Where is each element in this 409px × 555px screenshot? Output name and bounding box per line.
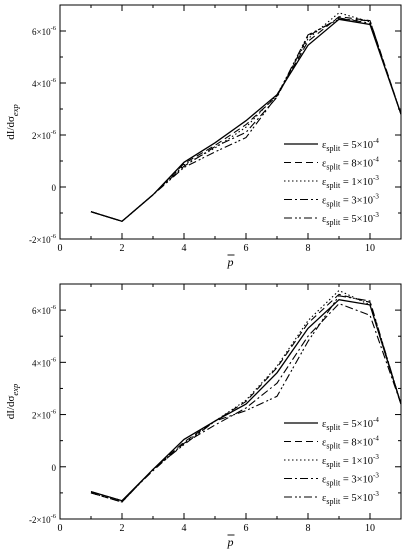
x-tick-label: 0: [58, 243, 63, 254]
legend-label-3: εsplit = 1×10-3: [322, 174, 379, 190]
legend-label-4: εsplit = 3×10-3: [322, 472, 379, 488]
y-tick-label: 4×10-6: [32, 77, 57, 89]
y-tick-label: 6×10-6: [32, 25, 57, 37]
y-tick-label: 2×10-6: [32, 409, 57, 421]
chart-panel-bottom: 0 2 4 6 8 10-2×10-602×10-64×10-66×10-6pdI/dσe…: [5, 283, 402, 549]
x-tick-label: 8: [306, 523, 311, 534]
series-line-4: [90, 302, 402, 502]
x-tick-label: 0: [58, 523, 63, 534]
x-tick-label: 10: [365, 243, 375, 254]
legend-label-1: εsplit = 5×10-4: [322, 416, 379, 432]
y-tick-label: 0: [52, 463, 57, 473]
series-line-2: [90, 293, 402, 503]
y-tick-label: 6×10-6: [32, 304, 57, 316]
y-tick-label: 2×10-6: [32, 129, 57, 141]
series-line-5: [90, 295, 402, 503]
legend-label-1: εsplit = 5×10-4: [322, 137, 379, 153]
legend-label-2: εsplit = 8×10-4: [322, 435, 379, 451]
series-line-4: [90, 17, 402, 222]
x-tick-label: 2: [120, 523, 125, 534]
series-line-2: [90, 16, 402, 222]
x-tick-label: 2: [120, 243, 125, 254]
legend-label-5: εsplit = 5×10-3: [322, 211, 379, 227]
series-line-1: [90, 18, 402, 223]
legend-label-3: εsplit = 1×10-3: [322, 453, 379, 469]
x-tick-label: 6: [244, 523, 249, 534]
x-axis-label: p: [227, 255, 234, 269]
x-tick-label: 10: [365, 523, 375, 534]
plot-frame: [59, 283, 402, 520]
x-axis-label: p: [227, 535, 234, 549]
y-axis-label: dI/dσexp: [5, 384, 20, 419]
legend-label-2: εsplit = 8×10-4: [322, 156, 379, 172]
y-axis-label: dI/dσexp: [5, 104, 20, 139]
y-tick-label: 0: [52, 183, 57, 193]
legend-label-5: εsplit = 5×10-3: [322, 490, 379, 506]
x-tick-label: 4: [182, 523, 187, 534]
plot-frame: [59, 4, 402, 240]
x-tick-label: 8: [306, 243, 311, 254]
y-tick-label: -2×10-6: [29, 233, 57, 245]
series-line-3: [90, 12, 402, 222]
series-line-3: [90, 289, 402, 503]
y-tick-label: -2×10-6: [29, 513, 57, 525]
chart-panel-top: 0 2 4 6 8 10-2×10-602×10-64×10-66×10-6pdI/dσe…: [5, 4, 402, 269]
x-tick-label: 6: [244, 243, 249, 254]
x-tick-label: 4: [182, 243, 187, 254]
series-line-5: [90, 18, 402, 222]
y-tick-label: 4×10-6: [32, 356, 57, 368]
legend-label-4: εsplit = 3×10-3: [322, 193, 379, 209]
